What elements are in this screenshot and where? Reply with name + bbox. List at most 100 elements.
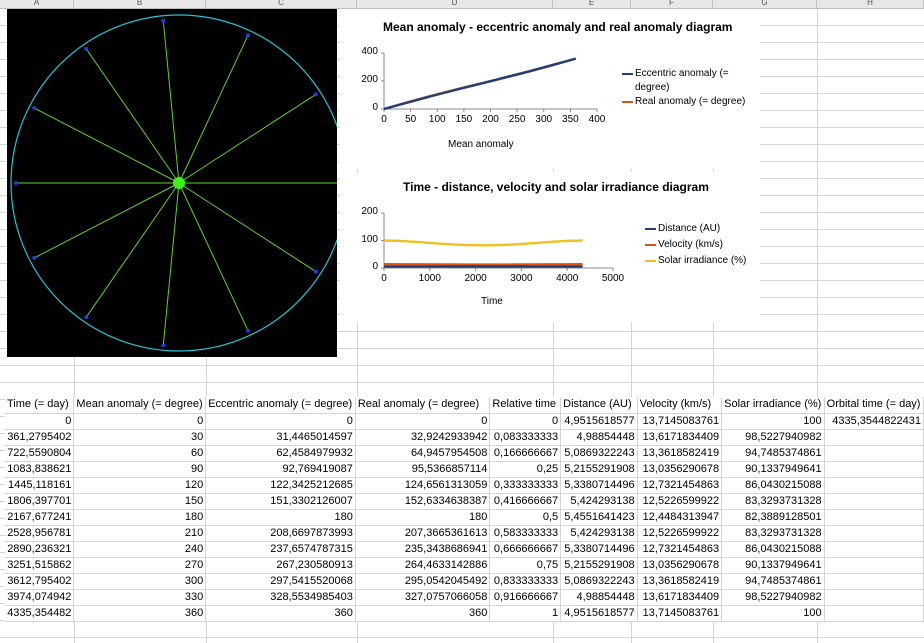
- table-cell[interactable]: 3251,515862: [5, 557, 75, 574]
- table-cell[interactable]: 64,9457954508: [355, 445, 491, 462]
- table-cell[interactable]: 98,5227940982: [721, 589, 825, 606]
- table-cell[interactable]: 5,2155291908: [560, 461, 638, 478]
- table-cell[interactable]: 83,3293731328: [721, 525, 825, 542]
- table-cell[interactable]: 90: [73, 461, 207, 478]
- table-cell[interactable]: 5,3380714496: [560, 477, 638, 494]
- table-cell[interactable]: 5,0869322243: [560, 573, 638, 590]
- table-cell[interactable]: [824, 589, 924, 606]
- table-cell[interactable]: 4,9515618577: [560, 413, 638, 430]
- table-cell[interactable]: [824, 541, 924, 558]
- table-cell[interactable]: 31,4465014597: [205, 429, 356, 446]
- table-cell[interactable]: 0,333333333: [489, 477, 562, 494]
- table-cell[interactable]: 180: [73, 509, 207, 526]
- table-cell[interactable]: 12,5226599922: [637, 493, 723, 510]
- table-header-cell[interactable]: Velocity (km/s): [637, 397, 723, 414]
- table-cell[interactable]: 152,6334638387: [355, 493, 491, 510]
- table-cell[interactable]: 12,4484313947: [637, 509, 723, 526]
- table-cell[interactable]: 150: [73, 493, 207, 510]
- table-cell[interactable]: 0,416666667: [489, 493, 562, 510]
- data-table[interactable]: Time (= day) Mean anomaly (= degree) Eccen…: [5, 397, 924, 622]
- table-cell[interactable]: 60: [73, 445, 207, 462]
- table-cell[interactable]: [824, 429, 924, 446]
- table-cell[interactable]: 13,7145083761: [637, 413, 723, 430]
- table-cell[interactable]: [824, 605, 924, 622]
- table-cell[interactable]: 360: [73, 605, 207, 622]
- table-header-cell[interactable]: Distance (AU): [560, 397, 638, 414]
- table-cell[interactable]: 98,5227940982: [721, 429, 825, 446]
- table-cell[interactable]: 5,3380714496: [560, 541, 638, 558]
- table-cell[interactable]: 360: [355, 605, 491, 622]
- table-cell[interactable]: 1445,118161: [5, 477, 75, 494]
- table-cell[interactable]: 32,9242933942: [355, 429, 491, 446]
- table-cell[interactable]: 13,0356290678: [637, 557, 723, 574]
- table-header-cell[interactable]: Solar irradiance (%): [721, 397, 825, 414]
- column-header-e[interactable]: E: [553, 0, 631, 8]
- table-cell[interactable]: 240: [73, 541, 207, 558]
- table-cell[interactable]: 13,6171834409: [637, 589, 723, 606]
- table-cell[interactable]: 86,0430215088: [721, 477, 825, 494]
- table-cell[interactable]: 360: [205, 605, 356, 622]
- table-cell[interactable]: 5,424293138: [560, 493, 638, 510]
- table-cell[interactable]: 722,5590804: [5, 445, 75, 462]
- table-cell[interactable]: 264,4633142886: [355, 557, 491, 574]
- column-header-b[interactable]: B: [74, 0, 206, 8]
- table-cell[interactable]: 330: [73, 589, 207, 606]
- chart-anomaly[interactable]: Mean anomaly - eccentric anomaly and rea…: [340, 9, 760, 169]
- table-cell[interactable]: 82,3889128501: [721, 509, 825, 526]
- table-cell[interactable]: 2167,677241: [5, 509, 75, 526]
- table-cell[interactable]: [824, 557, 924, 574]
- table-cell[interactable]: 4335,3544822431: [824, 413, 924, 430]
- column-header-c[interactable]: C: [206, 0, 357, 8]
- table-header-cell[interactable]: Relative time: [489, 397, 562, 414]
- table-cell[interactable]: 5,424293138: [560, 525, 638, 542]
- column-header-g[interactable]: G: [713, 0, 817, 8]
- table-cell[interactable]: 12,5226599922: [637, 525, 723, 542]
- table-header-cell[interactable]: Real anomaly (= degree): [355, 397, 491, 414]
- table-cell[interactable]: 94,7485374861: [721, 573, 825, 590]
- table-cell[interactable]: 95,5366857114: [355, 461, 491, 478]
- table-cell[interactable]: 295,0542045492: [355, 573, 491, 590]
- table-cell[interactable]: 13,6171834409: [637, 429, 723, 446]
- table-cell[interactable]: 361,2795402: [5, 429, 75, 446]
- table-cell[interactable]: [824, 509, 924, 526]
- table-header-cell[interactable]: Orbital time (= day): [824, 397, 924, 414]
- table-cell[interactable]: 4,98854448: [560, 589, 638, 606]
- table-cell[interactable]: 0,083333333: [489, 429, 562, 446]
- column-header-h[interactable]: H: [817, 0, 924, 8]
- table-cell[interactable]: [824, 461, 924, 478]
- table-cell[interactable]: 0,5: [489, 509, 562, 526]
- table-cell[interactable]: 100: [721, 413, 825, 430]
- table-cell[interactable]: 270: [73, 557, 207, 574]
- table-cell[interactable]: 124,6561313059: [355, 477, 491, 494]
- table-cell[interactable]: 0,25: [489, 461, 562, 478]
- table-cell[interactable]: 12,7321454863: [637, 541, 723, 558]
- table-cell[interactable]: 208,6697873993: [205, 525, 356, 542]
- table-cell[interactable]: 13,3618582419: [637, 573, 723, 590]
- table-cell[interactable]: 3974,074942: [5, 589, 75, 606]
- table-cell[interactable]: 90,1337949641: [721, 461, 825, 478]
- table-cell[interactable]: 0,166666667: [489, 445, 562, 462]
- table-cell[interactable]: 94,7485374861: [721, 445, 825, 462]
- table-cell[interactable]: [824, 525, 924, 542]
- table-cell[interactable]: 180: [355, 509, 491, 526]
- table-cell[interactable]: 0: [205, 413, 356, 430]
- table-cell[interactable]: 297,5415520068: [205, 573, 356, 590]
- table-cell[interactable]: 62,4584979932: [205, 445, 356, 462]
- table-cell[interactable]: 2890,236321: [5, 541, 75, 558]
- table-cell[interactable]: 5,0869322243: [560, 445, 638, 462]
- table-cell[interactable]: 0,666666667: [489, 541, 562, 558]
- table-cell[interactable]: 328,5534985403: [205, 589, 356, 606]
- table-cell[interactable]: [824, 445, 924, 462]
- table-cell[interactable]: 1: [489, 605, 562, 622]
- table-cell[interactable]: [824, 573, 924, 590]
- table-cell[interactable]: 13,3618582419: [637, 445, 723, 462]
- table-cell[interactable]: 13,0356290678: [637, 461, 723, 478]
- table-cell[interactable]: 13,7145083761: [637, 605, 723, 622]
- table-cell[interactable]: 180: [205, 509, 356, 526]
- column-header-d[interactable]: D: [357, 0, 553, 8]
- chart-time[interactable]: Time - distance, velocity and solar irra…: [340, 172, 760, 322]
- table-cell[interactable]: 0,916666667: [489, 589, 562, 606]
- table-cell[interactable]: [824, 477, 924, 494]
- table-cell[interactable]: 2528,956781: [5, 525, 75, 542]
- table-cell[interactable]: 120: [73, 477, 207, 494]
